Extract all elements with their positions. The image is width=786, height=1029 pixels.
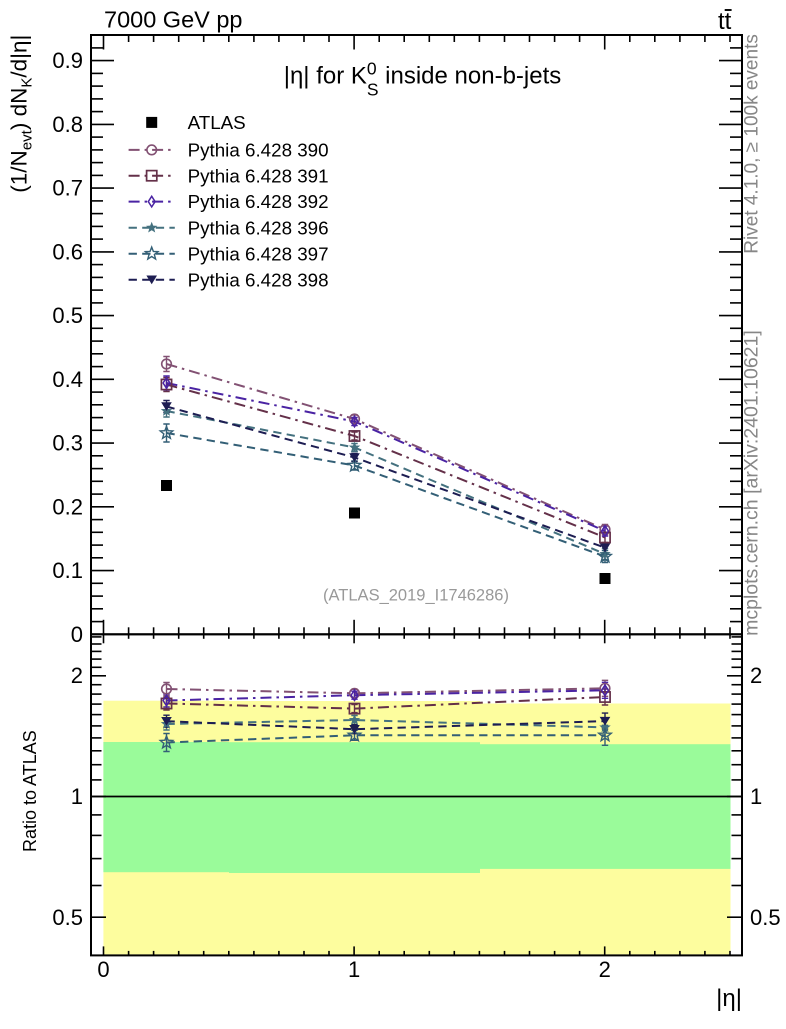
svg-text:7000 GeV pp: 7000 GeV pp <box>104 7 243 33</box>
svg-text:(ATLAS_2019_I1746286): (ATLAS_2019_I1746286) <box>323 587 509 605</box>
svg-text:|η|: |η| <box>716 985 742 1012</box>
svg-text:(1/Nevt) dNK/d|η|: (1/Nevt) dNK/d|η| <box>7 35 36 193</box>
svg-text:ATLAS: ATLAS <box>188 112 246 133</box>
svg-text:Pythia 6.428 396: Pythia 6.428 396 <box>188 217 329 238</box>
svg-text:0.1: 0.1 <box>52 558 83 583</box>
svg-text:2: 2 <box>71 663 83 688</box>
svg-text:0: 0 <box>97 957 109 982</box>
svg-text:0.8: 0.8 <box>52 112 83 137</box>
svg-text:Pythia 6.428 392: Pythia 6.428 392 <box>188 191 329 212</box>
svg-text:0.7: 0.7 <box>52 176 83 201</box>
svg-text:1: 1 <box>750 784 762 809</box>
svg-text:Pythia 6.428 397: Pythia 6.428 397 <box>188 243 329 264</box>
svg-text:tt: tt <box>718 8 732 35</box>
svg-text:mcplots.cern.ch [arXiv:2401.10: mcplots.cern.ch [arXiv:2401.10621] <box>741 330 763 636</box>
svg-text:2: 2 <box>599 957 611 982</box>
svg-text:Pythia 6.428 398: Pythia 6.428 398 <box>188 269 329 290</box>
svg-text:0: 0 <box>71 622 83 647</box>
svg-text:0.6: 0.6 <box>52 239 83 264</box>
svg-text:0.4: 0.4 <box>52 367 83 392</box>
svg-text:Ratio to ATLAS: Ratio to ATLAS <box>20 730 40 852</box>
svg-text:0.3: 0.3 <box>52 431 83 456</box>
svg-text:Pythia 6.428 391: Pythia 6.428 391 <box>188 165 329 186</box>
svg-text:1: 1 <box>348 957 360 982</box>
svg-text:0.5: 0.5 <box>750 905 781 930</box>
svg-text:0.5: 0.5 <box>52 303 83 328</box>
svg-text:0.5: 0.5 <box>52 905 83 930</box>
svg-text:Pythia 6.428 390: Pythia 6.428 390 <box>188 140 329 161</box>
svg-text:2: 2 <box>750 663 762 688</box>
svg-text:0.9: 0.9 <box>52 48 83 73</box>
svg-text:Rivet 4.1.0, ≥ 100k events: Rivet 4.1.0, ≥ 100k events <box>742 34 763 254</box>
svg-text:0.2: 0.2 <box>52 494 83 519</box>
svg-text:1: 1 <box>71 784 83 809</box>
